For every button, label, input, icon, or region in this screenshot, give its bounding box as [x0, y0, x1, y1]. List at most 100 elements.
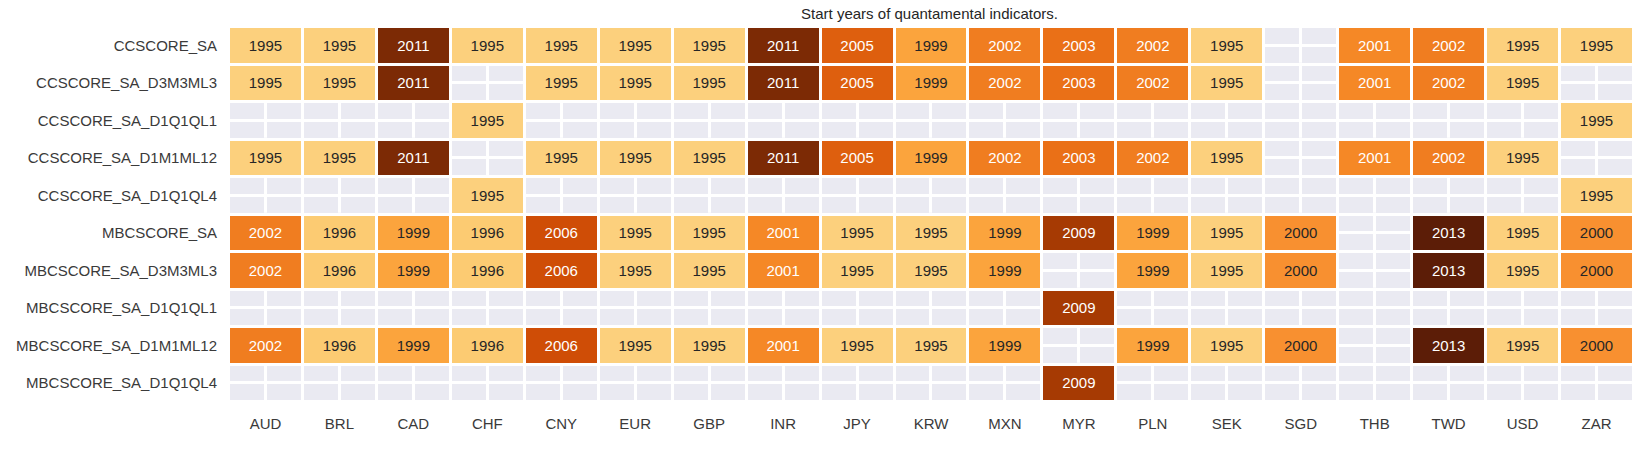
heatmap-cell-empty — [600, 291, 671, 326]
heatmap-cell-empty — [1561, 291, 1632, 326]
heatmap-cell: 2001 — [748, 216, 819, 251]
heatmap-cell-empty — [822, 103, 893, 138]
column-label: MYR — [1043, 403, 1114, 449]
heatmap-cell-empty — [896, 103, 967, 138]
heatmap-cell-empty — [748, 103, 819, 138]
row-label: MBCSCORE_SA_D3M3ML3 — [0, 253, 227, 288]
heatmap-cell: 1999 — [1117, 328, 1188, 363]
heatmap-cell-empty — [1117, 178, 1188, 213]
heatmap-cell: 1995 — [674, 141, 745, 176]
heatmap-cell: 2001 — [748, 253, 819, 288]
heatmap-cell: 2002 — [1117, 66, 1188, 101]
heatmap-cell: 2001 — [748, 328, 819, 363]
heatmap-cell: 2011 — [378, 28, 449, 63]
heatmap-cell: 1995 — [526, 141, 597, 176]
heatmap-cell-empty — [1487, 103, 1558, 138]
column-label: PLN — [1117, 403, 1188, 449]
heatmap-cell-empty — [969, 178, 1040, 213]
column-label: JPY — [822, 403, 893, 449]
row-label: MBCSCORE_SA_D1Q1QL4 — [0, 366, 227, 401]
heatmap-cell: 1995 — [674, 328, 745, 363]
heatmap-cell: 2002 — [1117, 141, 1188, 176]
heatmap-cell: 2002 — [230, 216, 301, 251]
heatmap-cell: 1999 — [1117, 216, 1188, 251]
heatmap-cell-empty — [600, 366, 671, 401]
column-label: CHF — [452, 403, 523, 449]
heatmap-cell: 1996 — [304, 216, 375, 251]
heatmap-cell: 1996 — [452, 216, 523, 251]
heatmap-cell-empty — [600, 103, 671, 138]
heatmap-cell-empty — [969, 366, 1040, 401]
heatmap-cell-empty — [1191, 291, 1262, 326]
heatmap-cell: 2000 — [1265, 216, 1336, 251]
heatmap-cell: 1995 — [600, 328, 671, 363]
heatmap-cell: 1995 — [1487, 66, 1558, 101]
heatmap-cell: 1996 — [304, 328, 375, 363]
heatmap-cell: 2001 — [1339, 28, 1410, 63]
heatmap-cell-empty — [1487, 178, 1558, 213]
heatmap-cell-empty — [1561, 366, 1632, 401]
heatmap-cell: 1995 — [822, 253, 893, 288]
heatmap-cell-empty — [600, 178, 671, 213]
heatmap-cell: 2011 — [748, 28, 819, 63]
column-label: GBP — [674, 403, 745, 449]
heatmap-cell: 1995 — [822, 328, 893, 363]
heatmap-cell: 1995 — [1487, 141, 1558, 176]
heatmap-cell-empty — [748, 291, 819, 326]
row-label: MBCSCORE_SA_D1Q1QL1 — [0, 291, 227, 326]
heatmap-cell: 1995 — [304, 141, 375, 176]
heatmap-cell-empty — [1117, 291, 1188, 326]
heatmap-cell-empty — [378, 291, 449, 326]
heatmap-cell-empty — [230, 103, 301, 138]
heatmap-cell: 1999 — [969, 253, 1040, 288]
heatmap-cell-empty — [526, 178, 597, 213]
heatmap-cell: 1999 — [969, 216, 1040, 251]
heatmap-cell: 1999 — [378, 216, 449, 251]
heatmap-cell: 2011 — [748, 141, 819, 176]
heatmap-cell-empty — [304, 291, 375, 326]
heatmap-cell-empty — [896, 178, 967, 213]
heatmap-cell: 2000 — [1561, 253, 1632, 288]
heatmap-cell: 1995 — [1191, 141, 1262, 176]
heatmap-cell: 1995 — [1487, 328, 1558, 363]
heatmap-cell: 1995 — [600, 66, 671, 101]
heatmap-cell-empty — [1265, 291, 1336, 326]
heatmap-cell: 2006 — [526, 328, 597, 363]
heatmap-cell-empty — [896, 366, 967, 401]
row-label: CCSCORE_SA_D1Q1QL1 — [0, 103, 227, 138]
row-label: CCSCORE_SA_D1M1ML12 — [0, 141, 227, 176]
heatmap-cell: 1995 — [230, 141, 301, 176]
column-label: CAD — [378, 403, 449, 449]
heatmap-cell-empty — [230, 366, 301, 401]
heatmap-cell-empty — [1265, 28, 1336, 63]
heatmap-cell-empty — [1043, 253, 1114, 288]
heatmap-cell-empty — [1265, 66, 1336, 101]
heatmap-cell: 1995 — [1487, 28, 1558, 63]
heatmap-cell-empty — [969, 103, 1040, 138]
heatmap-cell: 1995 — [526, 66, 597, 101]
heatmap-cell: 2002 — [1413, 66, 1484, 101]
heatmap-cell-empty — [674, 103, 745, 138]
heatmap-cell: 2000 — [1265, 328, 1336, 363]
heatmap-cell-empty — [452, 66, 523, 101]
heatmap-cell: 2011 — [378, 141, 449, 176]
column-label: ZAR — [1561, 403, 1632, 449]
heatmap-cell: 1999 — [378, 328, 449, 363]
heatmap-cell: 1995 — [1191, 328, 1262, 363]
heatmap-cell-empty — [1339, 178, 1410, 213]
heatmap-cell: 1996 — [304, 253, 375, 288]
heatmap-cell: 2002 — [230, 253, 301, 288]
heatmap-cell: 1995 — [230, 66, 301, 101]
heatmap-cell-empty — [1265, 103, 1336, 138]
row-label: MBCSCORE_SA — [0, 216, 227, 251]
heatmap-cell: 1995 — [1561, 178, 1632, 213]
heatmap-cell-empty — [526, 291, 597, 326]
column-label: AUD — [230, 403, 301, 449]
heatmap-cell-empty — [969, 291, 1040, 326]
column-label: SEK — [1191, 403, 1262, 449]
heatmap-cell-empty — [1043, 103, 1114, 138]
column-label: BRL — [304, 403, 375, 449]
heatmap-cell: 2013 — [1413, 328, 1484, 363]
heatmap-cell-empty — [1487, 291, 1558, 326]
heatmap-cell-empty — [1191, 366, 1262, 401]
